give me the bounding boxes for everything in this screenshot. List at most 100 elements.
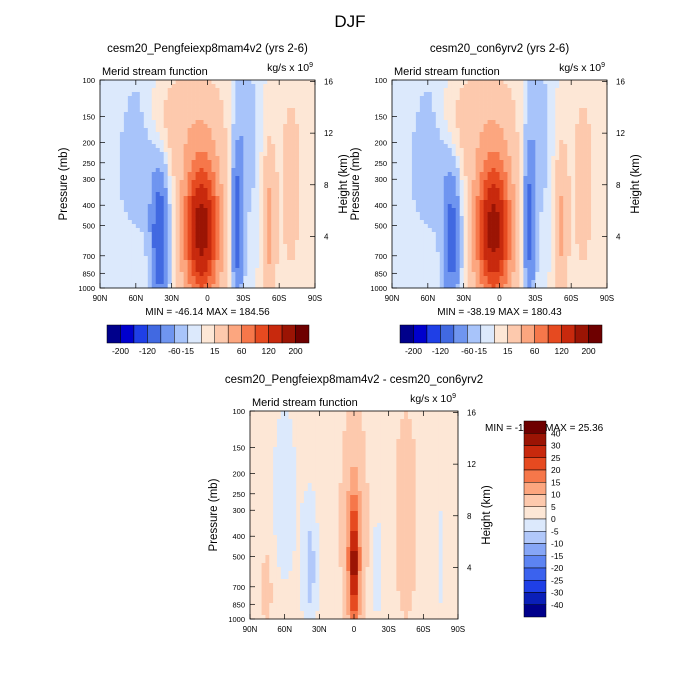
heatmap-cell xyxy=(267,228,272,233)
heatmap-cell xyxy=(587,104,592,109)
heatmap-cell xyxy=(487,164,492,169)
heatmap-cell xyxy=(107,224,113,229)
heatmap-cell xyxy=(455,80,461,85)
heatmap-cell xyxy=(491,148,496,153)
heatmap-cell xyxy=(127,280,133,285)
heatmap-cell xyxy=(427,144,433,149)
heatmap-cell xyxy=(100,176,105,181)
heatmap-cell xyxy=(427,168,433,173)
heatmap-cell xyxy=(155,160,161,165)
heatmap-cell xyxy=(175,232,180,237)
heatmap-cell xyxy=(543,168,548,173)
heatmap-cell xyxy=(279,268,284,273)
heatmap-cell xyxy=(535,88,540,93)
heatmap-cell xyxy=(151,236,157,241)
heatmap-cell xyxy=(183,84,188,89)
heatmap-cell xyxy=(567,168,572,173)
heatmap-cell xyxy=(207,104,212,109)
heatmap-cell xyxy=(303,260,308,265)
heatmap-cell xyxy=(503,188,508,193)
heatmap-cell xyxy=(463,160,468,165)
heatmap-cell xyxy=(523,176,528,181)
heatmap-cell xyxy=(579,80,584,85)
heatmap-cell xyxy=(179,152,184,157)
heatmap-cell xyxy=(491,172,496,177)
heatmap-cell xyxy=(443,112,449,117)
heatmap-cell xyxy=(551,104,556,109)
heatmap-cell xyxy=(483,124,488,129)
heatmap-cell xyxy=(279,176,284,181)
heatmap-cell xyxy=(487,108,492,113)
heatmap-cell xyxy=(135,152,141,157)
heatmap-cell xyxy=(155,192,161,197)
heatmap-cell xyxy=(471,160,476,165)
heatmap-cell xyxy=(459,160,465,165)
heatmap-cell xyxy=(223,284,228,289)
heatmap-cell xyxy=(167,196,173,201)
heatmap-cell xyxy=(255,132,260,137)
heatmap-cell xyxy=(215,236,220,241)
heatmap-cell xyxy=(539,152,544,157)
heatmap-cell xyxy=(103,96,109,101)
heatmap-cell xyxy=(135,204,141,209)
heatmap-cell xyxy=(143,176,149,181)
heatmap-cell xyxy=(187,152,192,157)
heatmap-cell xyxy=(219,276,224,281)
heatmap-cell xyxy=(103,140,109,145)
heatmap-cell xyxy=(227,164,232,169)
heatmap-cell xyxy=(495,200,500,205)
heatmap-cell xyxy=(539,204,544,209)
heatmap-cell xyxy=(295,88,300,93)
heatmap-cell xyxy=(243,104,248,109)
heatmap-cell xyxy=(299,264,304,269)
heatmap-cell xyxy=(235,240,240,245)
heatmap-cell xyxy=(143,260,149,265)
heatmap-cell xyxy=(287,220,292,225)
heatmap-cell xyxy=(475,92,480,97)
heatmap-cell xyxy=(591,108,596,113)
heatmap-cell xyxy=(123,148,129,153)
heatmap-cell xyxy=(111,168,117,173)
heatmap-cell xyxy=(223,88,228,93)
heatmap-cell xyxy=(100,168,105,173)
heatmap-cell xyxy=(275,208,280,213)
heatmap-cell xyxy=(139,164,145,169)
heatmap-cell xyxy=(563,220,568,225)
heatmap-cell xyxy=(119,172,125,177)
heatmap-cell xyxy=(259,180,264,185)
heatmap-cell xyxy=(167,276,173,281)
heatmap-cell xyxy=(487,88,492,93)
heatmap-cell xyxy=(511,100,516,105)
heatmap-cell xyxy=(399,172,405,177)
heatmap-cell xyxy=(571,116,576,121)
heatmap-cell xyxy=(599,104,604,109)
heatmap-cell xyxy=(395,100,401,105)
heatmap-cell xyxy=(475,108,480,113)
heatmap-cell xyxy=(151,228,157,233)
heatmap-cell xyxy=(303,92,308,97)
heatmap-cell xyxy=(392,228,397,233)
heatmap-cell xyxy=(527,192,532,197)
heatmap-cell xyxy=(583,136,588,141)
heatmap-cell xyxy=(135,136,141,141)
heatmap-cell xyxy=(175,148,180,153)
heatmap-cell xyxy=(303,156,308,161)
heatmap-cell xyxy=(471,220,476,225)
heatmap-cell xyxy=(227,276,232,281)
heatmap-cell xyxy=(487,116,492,121)
heatmap-cell xyxy=(107,120,113,125)
heatmap-cell xyxy=(439,224,445,229)
heatmap-cell xyxy=(103,116,109,121)
heatmap-cell xyxy=(279,236,284,241)
heatmap-cell xyxy=(571,144,576,149)
heatmap-cell xyxy=(267,112,272,117)
heatmap-cell xyxy=(575,208,580,213)
heatmap-cell xyxy=(283,152,288,157)
heatmap-cell xyxy=(119,228,125,233)
heatmap-cell xyxy=(455,184,461,189)
heatmap-cell xyxy=(275,80,280,85)
heatmap-cell xyxy=(455,200,461,205)
heatmap-cell xyxy=(303,104,308,109)
heatmap-cell xyxy=(111,128,117,133)
heatmap-cell xyxy=(271,196,276,201)
